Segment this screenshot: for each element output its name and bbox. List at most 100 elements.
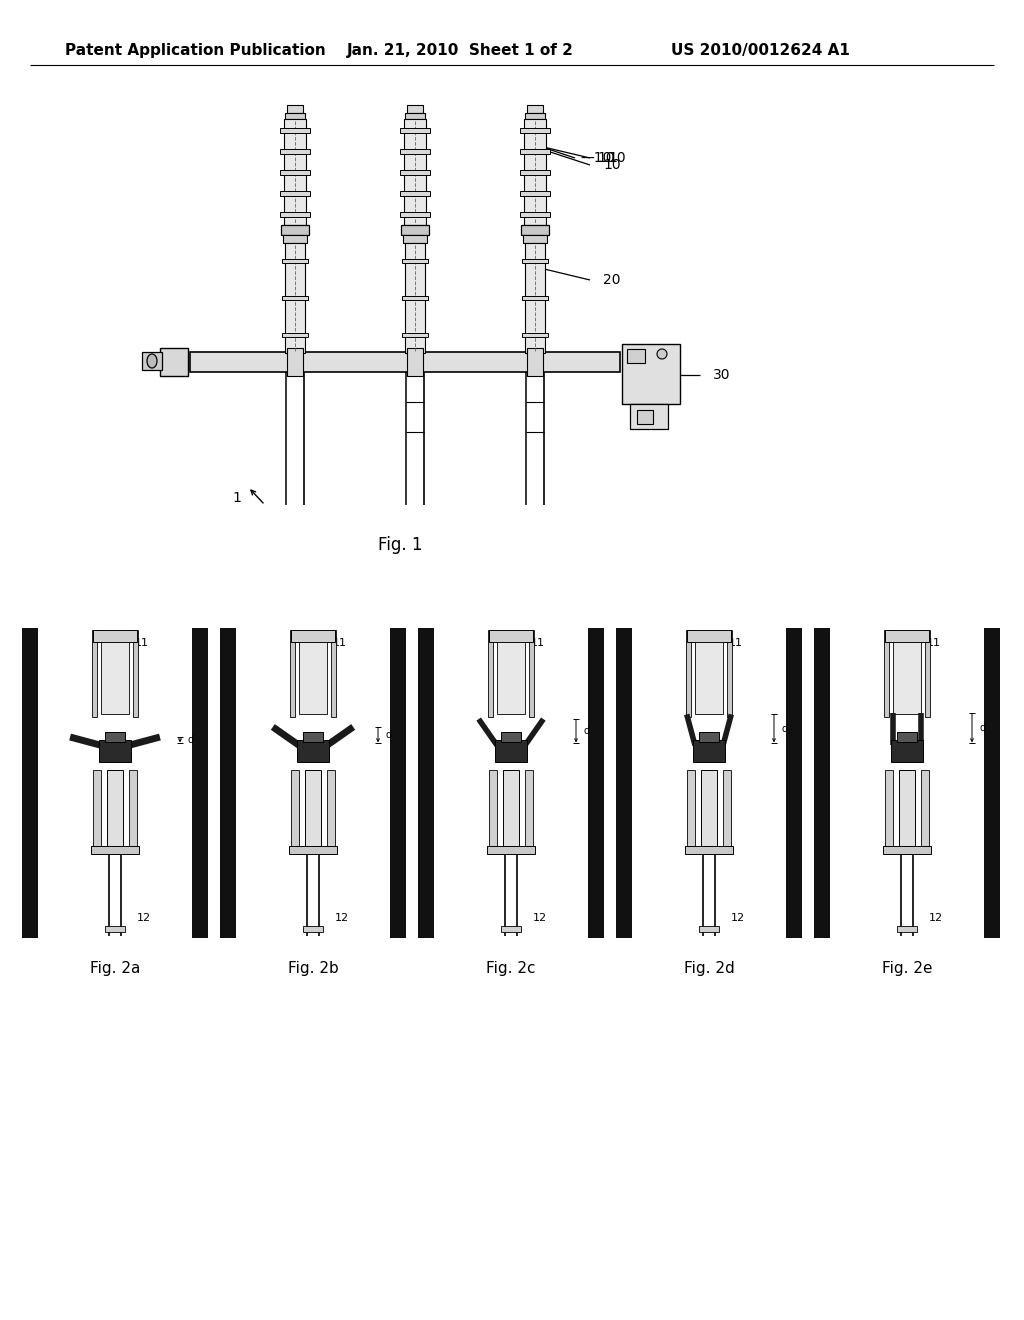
Bar — [38, 628, 193, 939]
Bar — [630, 404, 668, 429]
Bar — [616, 628, 632, 939]
Bar — [190, 352, 620, 372]
Bar — [406, 114, 425, 119]
Bar — [687, 771, 695, 846]
Bar — [101, 642, 129, 714]
Bar — [285, 114, 305, 119]
Bar — [290, 630, 295, 717]
Bar — [699, 733, 719, 742]
Bar — [520, 149, 550, 153]
Bar — [434, 628, 588, 939]
Bar — [289, 846, 337, 854]
Bar — [297, 741, 329, 762]
Bar — [91, 846, 139, 854]
Bar — [390, 628, 406, 939]
Bar — [503, 771, 519, 854]
Bar — [686, 630, 691, 717]
Bar — [299, 642, 327, 714]
Bar — [727, 630, 732, 717]
Bar — [521, 224, 549, 235]
Bar — [524, 119, 546, 224]
Text: 11: 11 — [729, 638, 743, 648]
Bar — [699, 927, 719, 932]
Bar — [693, 741, 725, 762]
Bar — [106, 771, 123, 854]
Bar — [193, 628, 208, 939]
Bar — [525, 114, 545, 119]
Ellipse shape — [657, 348, 667, 359]
Text: 11: 11 — [135, 638, 150, 648]
Bar — [406, 243, 425, 352]
Bar — [220, 628, 236, 939]
Bar — [520, 191, 550, 195]
Bar — [285, 243, 305, 352]
Bar — [400, 191, 430, 195]
Bar — [899, 771, 915, 854]
Bar — [632, 628, 786, 939]
Text: Fig. 2c: Fig. 2c — [486, 961, 536, 975]
Bar — [93, 771, 101, 846]
Text: d: d — [782, 723, 788, 734]
Bar — [522, 259, 548, 263]
Text: Patent Application Publication: Patent Application Publication — [65, 42, 326, 58]
Bar — [93, 630, 137, 642]
Bar — [522, 333, 548, 337]
Bar — [303, 927, 323, 932]
Bar — [404, 119, 426, 224]
Bar — [280, 149, 310, 153]
Bar — [527, 106, 543, 114]
Text: d: d — [584, 726, 590, 737]
Bar — [303, 733, 323, 742]
Text: Fig. 2d: Fig. 2d — [684, 961, 734, 975]
Bar — [236, 628, 390, 939]
Bar — [520, 213, 550, 216]
Bar — [489, 630, 534, 642]
Bar — [487, 846, 535, 854]
Bar — [281, 224, 309, 235]
Bar — [520, 128, 550, 132]
Bar — [402, 296, 428, 300]
Bar — [984, 628, 1000, 939]
Bar — [401, 224, 429, 235]
Bar — [327, 771, 335, 846]
Bar — [291, 771, 299, 846]
Bar — [282, 296, 308, 300]
Bar — [22, 628, 38, 939]
Bar — [305, 771, 321, 854]
Bar — [400, 213, 430, 216]
Bar — [287, 106, 303, 114]
Bar — [280, 191, 310, 195]
Bar — [885, 630, 929, 642]
Bar — [830, 628, 984, 939]
Bar — [105, 733, 125, 742]
Text: Jan. 21, 2010  Sheet 1 of 2: Jan. 21, 2010 Sheet 1 of 2 — [346, 42, 573, 58]
Bar — [282, 333, 308, 337]
Text: Fig. 2b: Fig. 2b — [288, 961, 338, 975]
Bar — [400, 149, 430, 153]
Bar — [529, 630, 534, 717]
Text: Fig. 1: Fig. 1 — [378, 536, 422, 554]
Text: 12: 12 — [929, 913, 943, 923]
Bar — [891, 741, 923, 762]
Text: 11: 11 — [927, 638, 941, 648]
Bar — [92, 630, 97, 717]
Bar — [883, 846, 931, 854]
Bar — [701, 771, 717, 854]
Bar — [723, 771, 731, 846]
Bar — [400, 170, 430, 174]
Bar — [588, 628, 604, 939]
Bar — [520, 170, 550, 174]
Bar — [685, 846, 733, 854]
Bar — [99, 741, 131, 762]
Text: 12: 12 — [335, 913, 349, 923]
Bar — [495, 741, 527, 762]
Bar — [497, 642, 525, 714]
Bar — [921, 771, 929, 846]
Bar — [407, 106, 423, 114]
Bar — [527, 348, 543, 376]
Bar — [418, 628, 434, 939]
Bar — [283, 235, 307, 243]
Text: d: d — [386, 730, 392, 741]
Bar — [925, 630, 930, 717]
Bar — [331, 630, 336, 717]
